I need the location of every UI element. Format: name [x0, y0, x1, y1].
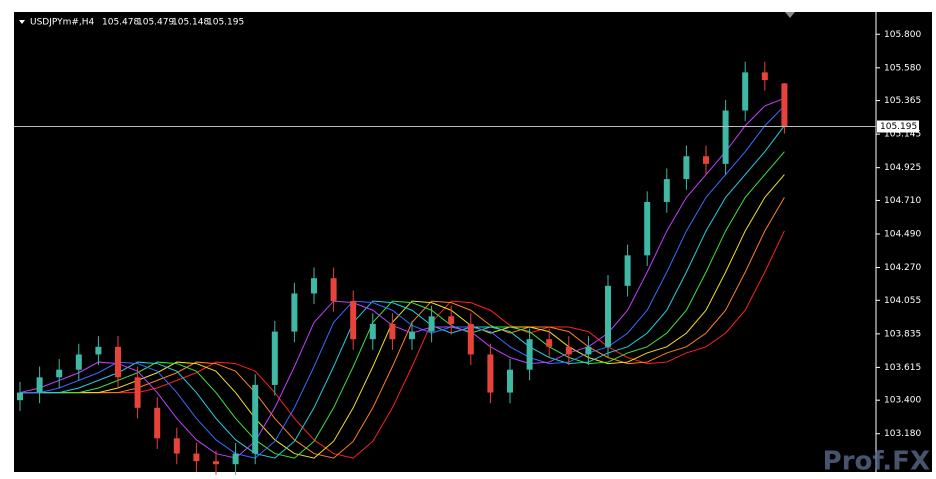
price-label: 105.195	[880, 122, 917, 132]
candle-body	[467, 323, 474, 355]
watermark: Prof.FX	[823, 447, 930, 477]
y-tick-label: 105.800	[884, 30, 921, 40]
candle-body	[115, 346, 121, 378]
y-tick-label: 104.055	[884, 296, 921, 306]
ma-line	[19, 97, 785, 459]
candle-body	[134, 377, 141, 408]
candle-body	[271, 331, 278, 385]
symbol: USDJPYm#,H4	[30, 18, 95, 28]
candle-body	[605, 285, 611, 347]
y-tick-label: 105.145	[884, 130, 921, 140]
candle-body	[683, 156, 690, 180]
candle-body	[507, 369, 513, 393]
ma-line	[20, 230, 785, 459]
candle-body	[487, 354, 494, 393]
y-tick-label: 104.490	[884, 229, 921, 239]
candle-body	[36, 377, 43, 393]
candle-body	[75, 354, 82, 370]
candle-body	[624, 255, 631, 286]
candle-body	[311, 278, 317, 294]
header-high: 105.479	[137, 18, 174, 28]
y-tick-label: 105.365	[884, 96, 921, 106]
candle-body	[742, 72, 749, 111]
candle-body	[369, 323, 376, 340]
y-tick-label: 103.835	[884, 329, 921, 339]
y-tick-label: 104.270	[884, 263, 921, 273]
candle-body	[526, 339, 533, 370]
candle-body	[428, 316, 435, 332]
menu-arrow[interactable]	[19, 20, 25, 24]
candle-body	[546, 339, 553, 347]
candle-body	[781, 83, 788, 127]
candle-body	[291, 293, 298, 332]
ma-line	[20, 105, 785, 459]
candle-body	[703, 156, 709, 164]
candle-body	[95, 346, 102, 355]
y-tick-label: 104.925	[884, 163, 921, 173]
candle-body	[644, 201, 651, 256]
header-low: 105.148	[172, 18, 209, 28]
ma-line	[20, 174, 785, 459]
plot-background	[14, 12, 932, 472]
y-tick-label: 103.615	[884, 363, 921, 373]
candle-body	[350, 301, 357, 340]
candle-body	[448, 316, 455, 324]
candle-body	[565, 346, 572, 355]
candle-body	[252, 384, 259, 454]
y-tick-label: 103.400	[884, 396, 921, 406]
candle-body	[173, 438, 180, 454]
candle-body	[232, 453, 239, 465]
candle-body	[330, 278, 337, 302]
candle-body	[213, 461, 219, 465]
header-close: 105.195	[207, 18, 244, 28]
y-tick-label: 103.180	[884, 429, 921, 439]
header-open: 105.478	[102, 18, 139, 28]
ma-line	[20, 197, 785, 459]
candle-body	[761, 72, 768, 81]
candle-body	[389, 323, 396, 340]
ma-line	[20, 125, 785, 459]
candle-body	[409, 331, 415, 340]
candle-body	[663, 179, 670, 202]
candle-body	[722, 110, 729, 164]
candle-body	[56, 369, 63, 378]
candle-body	[585, 346, 592, 355]
shift-marker	[785, 12, 795, 18]
price-label-box	[877, 120, 919, 133]
y-tick-label: 105.580	[884, 63, 921, 73]
candle-body	[17, 392, 23, 401]
candle-body	[154, 407, 161, 439]
candle-body	[193, 453, 200, 462]
y-tick-label: 104.710	[884, 196, 921, 206]
